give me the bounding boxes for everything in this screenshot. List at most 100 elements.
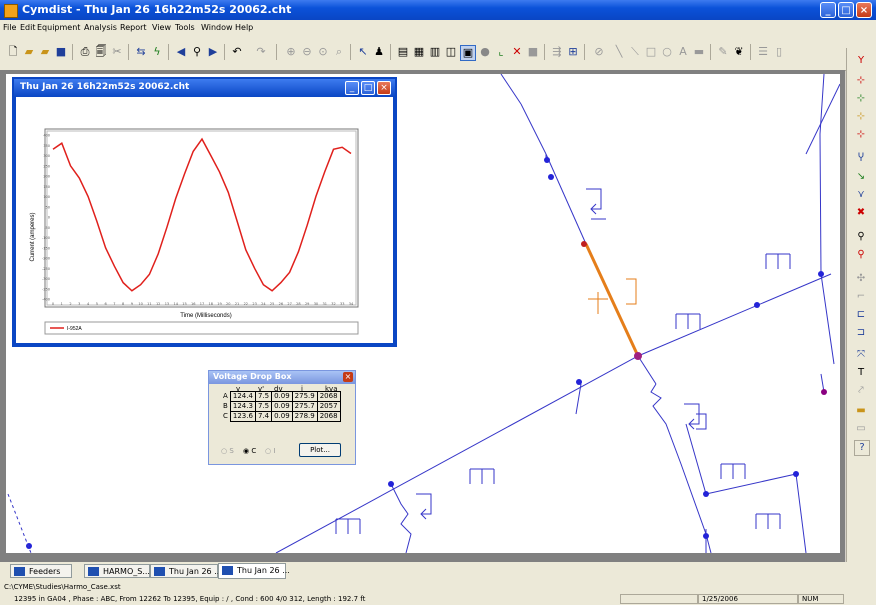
menu-view[interactable]: View — [152, 23, 171, 32]
voltage-drop-titlebar[interactable]: Voltage Drop Box × — [209, 371, 355, 384]
node-dot[interactable] — [818, 271, 824, 277]
arrow-right-icon[interactable]: ▶ — [208, 45, 218, 58]
chart-maximize-button[interactable]: □ — [361, 81, 375, 95]
grid-icon[interactable]: ▦ — [413, 45, 425, 58]
menu-file[interactable]: File — [3, 23, 17, 32]
zoom-out-icon[interactable]: ⊖ — [302, 45, 312, 58]
branch-line[interactable] — [390, 483, 412, 553]
node-dot[interactable] — [388, 481, 394, 487]
open-icon[interactable]: ▰ — [24, 45, 34, 58]
list-icon[interactable]: ☰ — [758, 45, 768, 58]
save-icon[interactable]: ■ — [55, 45, 67, 58]
feeder-icon[interactable]: Ⴤ — [858, 153, 864, 164]
node-icon[interactable]: ● — [480, 45, 490, 58]
zoom-in-icon[interactable]: ⊕ — [286, 45, 296, 58]
menu-edit[interactable]: Edit — [20, 23, 36, 32]
text-tool-icon[interactable]: A — [679, 45, 687, 58]
close-button[interactable]: × — [856, 2, 872, 18]
tab-harmo[interactable]: HARMO_S... — [84, 564, 150, 578]
add-section-icon[interactable]: ⊹ — [856, 93, 866, 104]
target-icon[interactable]: ⊘ — [594, 45, 604, 58]
zoom-icon[interactable]: ⊙ — [318, 45, 328, 58]
branch-line[interactable] — [685, 423, 707, 495]
connect-icon[interactable]: ↘ — [856, 171, 866, 182]
chart-window-titlebar[interactable]: Thu Jan 26 16h22m52s 20062.cht _ □ × — [14, 79, 395, 97]
cut-icon[interactable]: ✂ — [112, 45, 122, 58]
menu-report[interactable]: Report — [120, 23, 147, 32]
branch-icon[interactable]: ⋎ — [857, 189, 865, 200]
report-icon[interactable]: ▣ — [460, 45, 476, 61]
branch-line[interactable] — [819, 74, 835, 365]
selected-section[interactable] — [584, 243, 640, 357]
fill-icon[interactable]: ▬ — [693, 45, 705, 58]
align-icon[interactable]: ⊏ — [856, 309, 866, 320]
print-icon[interactable]: ⎙ — [80, 45, 90, 58]
junction-dot[interactable] — [634, 352, 642, 360]
plot-button[interactable]: Plot... — [299, 443, 341, 457]
menu-equipment[interactable]: Equipment — [37, 23, 81, 32]
dash-icon[interactable]: ▭ — [856, 423, 866, 434]
arrow-left-icon[interactable]: ◀ — [176, 45, 186, 58]
find-icon[interactable]: ♟ — [374, 45, 384, 58]
network-diagram[interactable] — [6, 74, 840, 553]
align-right-icon[interactable]: ⊐ — [856, 327, 866, 338]
node-dot[interactable] — [754, 302, 760, 308]
crossing-icon[interactable]: ⤧ — [857, 349, 865, 360]
node-dot[interactable] — [26, 543, 32, 549]
minimize-button[interactable]: _ — [820, 2, 836, 18]
node-dot[interactable] — [548, 174, 554, 180]
branch-line[interactable] — [650, 383, 712, 553]
chart-close-button[interactable]: × — [377, 81, 391, 95]
tab-chart-2[interactable]: Thu Jan 26 ... — [218, 563, 290, 579]
branch-line[interactable] — [820, 373, 825, 393]
node-dot[interactable] — [581, 241, 587, 247]
remove-icon[interactable]: ✖ — [856, 207, 866, 218]
menu-analysis[interactable]: Analysis — [84, 23, 117, 32]
node-dot[interactable] — [793, 471, 799, 477]
search-red-icon[interactable]: ⚲ — [857, 249, 865, 260]
line-icon[interactable]: ╲ — [615, 45, 623, 58]
menu-tools[interactable]: Tools — [175, 23, 195, 32]
branch-line[interactable] — [545, 153, 587, 245]
open-folder-icon[interactable]: ▰ — [40, 45, 50, 58]
layers-icon[interactable]: ◫ — [445, 45, 457, 58]
node-dot[interactable] — [703, 491, 709, 497]
tree-icon[interactable]: ⇶ — [552, 45, 562, 58]
add-node-icon[interactable]: ⊹ — [856, 75, 866, 86]
document-icon[interactable]: ▥ — [429, 45, 441, 58]
rectangle-icon[interactable]: □ — [645, 45, 657, 58]
merge-icon[interactable]: ⤤ — [858, 385, 864, 396]
node-dot[interactable] — [703, 533, 709, 539]
separator-icon[interactable]: ▯ — [775, 45, 783, 58]
maximize-button[interactable]: □ — [838, 2, 854, 18]
branch-line[interactable] — [575, 383, 582, 415]
radio-c[interactable]: ◉ C — [243, 447, 257, 455]
redo-icon[interactable]: ↷ — [256, 45, 266, 58]
move-icon[interactable]: ✣ — [856, 273, 866, 284]
lightning-icon[interactable]: ϟ — [153, 45, 161, 58]
device-icon[interactable]: ⌞ — [498, 45, 504, 58]
undo-icon[interactable]: ↶ — [232, 45, 242, 58]
zoom-window-icon[interactable]: ⌕ — [335, 45, 343, 58]
branch-line[interactable] — [520, 103, 547, 155]
add-load-icon[interactable]: ⊹ — [856, 129, 866, 140]
menu-help[interactable]: Help — [235, 23, 254, 32]
feeder-line[interactable] — [637, 273, 832, 357]
tab-feeders[interactable]: Feeders — [10, 564, 72, 578]
help-icon[interactable]: ? — [854, 440, 870, 456]
chart-minimize-button[interactable]: _ — [345, 81, 359, 95]
polyline-icon[interactable]: ⟍ — [631, 45, 639, 58]
bar-icon[interactable]: ▬ — [856, 405, 866, 416]
radio-s[interactable]: ○ S — [221, 447, 234, 455]
node-dot[interactable] — [544, 157, 550, 163]
branch-line[interactable] — [805, 83, 840, 155]
help-cursor-icon[interactable]: ↖ — [358, 45, 368, 58]
delete-icon[interactable]: ✕ — [512, 45, 522, 58]
box-icon[interactable]: ■ — [527, 45, 539, 58]
tee-icon[interactable]: T — [857, 367, 865, 378]
corner-tool-icon[interactable]: ⌐ — [856, 291, 866, 302]
branch-line[interactable] — [500, 74, 522, 105]
radio-i[interactable]: ○ I — [265, 447, 276, 455]
search-icon[interactable]: ⚲ — [857, 231, 865, 242]
branch-line[interactable] — [637, 355, 657, 385]
